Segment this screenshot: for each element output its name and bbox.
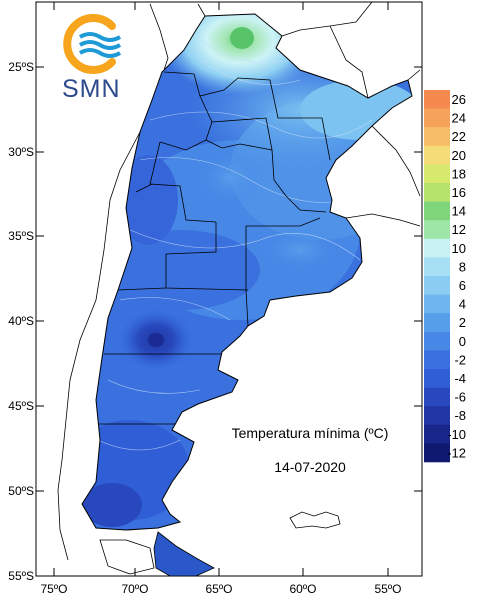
legend-swatch bbox=[424, 294, 450, 314]
legend-swatch bbox=[424, 387, 450, 407]
legend-swatch bbox=[424, 257, 450, 277]
smn-logo-icon bbox=[63, 14, 122, 74]
isotherms bbox=[97, 39, 373, 451]
lon-label-60: 60ºO bbox=[289, 582, 316, 596]
legend-swatch bbox=[424, 424, 450, 444]
legend-label: 26 bbox=[452, 92, 466, 107]
legend-label: -12 bbox=[447, 445, 466, 460]
legend-label: 16 bbox=[452, 185, 466, 200]
map-date: 14-07-2020 bbox=[274, 459, 346, 475]
legend-swatch bbox=[424, 220, 450, 240]
lon-label-75: 75ºO bbox=[40, 582, 67, 596]
argentina-outline bbox=[81, 13, 413, 531]
lon-label-70: 70ºO bbox=[121, 582, 148, 596]
legend-label: 14 bbox=[452, 204, 466, 219]
legend-label: 20 bbox=[452, 148, 466, 163]
lon-ticks bbox=[53, 2, 389, 576]
smn-logo: SMN bbox=[62, 14, 122, 103]
legend-swatch bbox=[424, 164, 450, 184]
legend-label: -2 bbox=[454, 352, 466, 367]
legend-label: -6 bbox=[454, 390, 466, 405]
legend-swatch bbox=[424, 313, 450, 333]
lat-label-45: 45ºS bbox=[8, 399, 34, 413]
legend-swatch bbox=[424, 350, 450, 370]
legend-label: 2 bbox=[459, 315, 466, 330]
legend-swatch bbox=[424, 90, 450, 109]
legend-label: -10 bbox=[447, 427, 466, 442]
legend-label: -4 bbox=[454, 371, 466, 386]
neighbor-borders bbox=[57, 1, 421, 561]
legend-swatch bbox=[424, 145, 450, 165]
lat-ticks bbox=[36, 66, 422, 492]
legend-swatch bbox=[424, 238, 450, 258]
legend-swatch bbox=[424, 369, 450, 388]
legend-label: 4 bbox=[459, 297, 466, 312]
legend-label: 22 bbox=[452, 129, 466, 144]
legend-label: 0 bbox=[459, 334, 466, 349]
lon-labels: 75ºO 70ºO 65ºO 60ºO 55ºO bbox=[40, 582, 401, 596]
islands bbox=[99, 511, 341, 577]
lon-label-55: 55ºO bbox=[374, 582, 401, 596]
lon-label-65: 65ºO bbox=[205, 582, 232, 596]
lat-label-55: 55ºS bbox=[8, 569, 34, 583]
lat-label-35: 35ºS bbox=[8, 229, 34, 243]
legend-label: 12 bbox=[452, 222, 466, 237]
legend-label: 24 bbox=[452, 111, 466, 126]
legend-swatch bbox=[424, 443, 450, 463]
legend-swatch bbox=[424, 127, 450, 147]
legend-swatch bbox=[424, 183, 450, 202]
legend-swatch bbox=[424, 406, 450, 426]
legend-swatch bbox=[424, 108, 450, 128]
legend-label: 18 bbox=[452, 166, 466, 181]
province-borders bbox=[98, 71, 331, 425]
lat-label-40: 40ºS bbox=[8, 314, 34, 328]
smn-logo-text: SMN bbox=[62, 75, 121, 103]
legend-swatch bbox=[424, 276, 450, 295]
lat-label-50: 50ºS bbox=[8, 484, 34, 498]
legend-swatch bbox=[424, 201, 450, 221]
legend-label: 6 bbox=[459, 278, 466, 293]
legend-swatch bbox=[424, 331, 450, 351]
map-title: Temperatura mínima (ºC) bbox=[232, 425, 389, 441]
legend-label: -8 bbox=[454, 408, 466, 423]
legend-label: 10 bbox=[452, 241, 466, 256]
lat-label-25: 25ºS bbox=[8, 60, 34, 74]
legend-label: 8 bbox=[459, 259, 466, 274]
lat-label-30: 30ºS bbox=[8, 145, 34, 159]
lat-labels: 25ºS 30ºS 35ºS 40ºS 45ºS 50ºS 55ºS bbox=[8, 60, 34, 583]
